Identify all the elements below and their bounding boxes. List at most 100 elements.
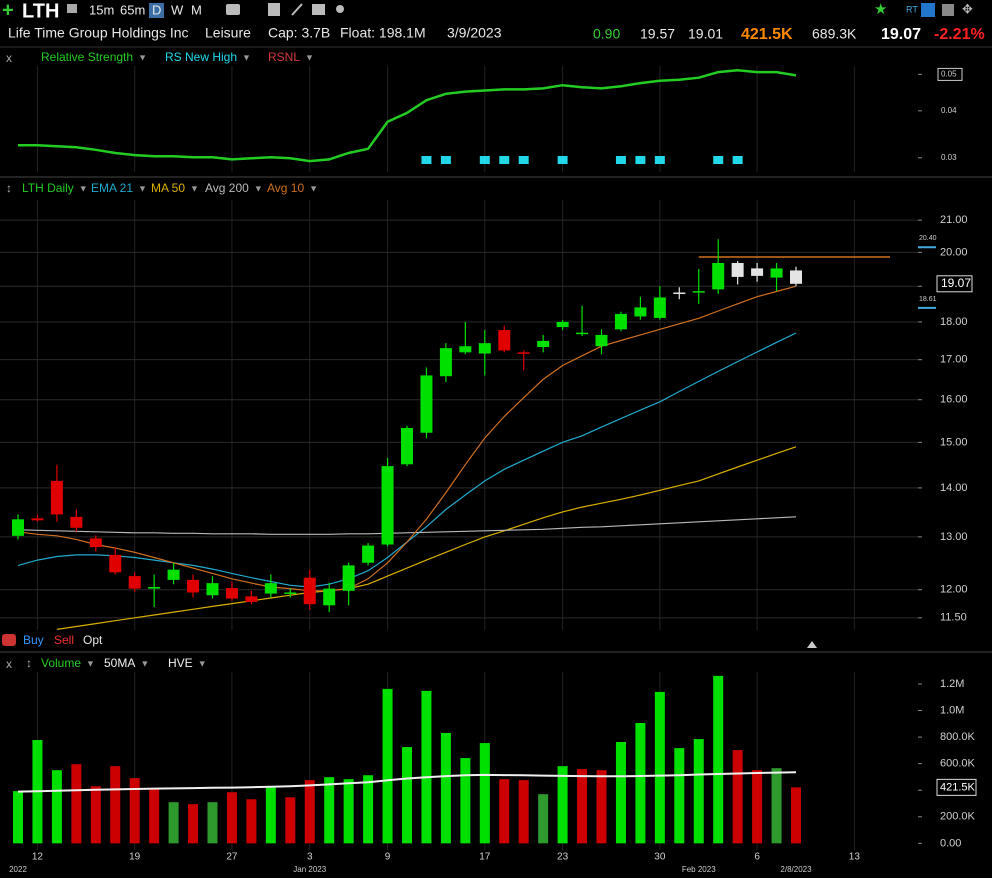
dropdown-arrow: ▼ [79,183,88,193]
legend-entry[interactable]: Relative Strength [41,50,133,64]
rs-new-high [421,156,432,164]
dropdown-arrow: ▼ [309,183,318,193]
low: 19.01 [688,26,723,42]
volume-bar [90,786,101,844]
interval-button[interactable]: M [191,2,202,17]
dropdown-arrow: ▼ [140,658,149,668]
candle-body [303,577,316,605]
volume-bar [304,780,315,844]
volume-bar [615,742,626,844]
price-label: 19.07 [941,276,971,290]
legend-entry[interactable]: LTH Daily [22,181,74,195]
price-note: 18.61 [919,296,937,303]
scroll-arrow[interactable] [807,641,817,648]
symbol[interactable]: LTH [22,0,59,22]
y-tick-label: 0.05 [941,70,957,79]
interval-button[interactable]: W [171,2,184,17]
volume-box [936,778,977,796]
series-line [17,771,797,793]
y-tick-label: 11.50 [940,612,967,624]
candle-body [381,466,394,545]
legend-entry[interactable]: EMA 21 [91,181,133,195]
volume-bar [363,775,374,844]
candle-body [498,330,511,351]
icon[interactable] [226,4,240,15]
interval-button[interactable]: 65m [120,2,145,17]
y-tick-label: 21.00 [940,214,968,226]
x-tick-label: 30 [654,852,666,863]
legend-entry[interactable]: RS New High [165,50,237,64]
legend-entry[interactable]: Volume [41,656,81,670]
rs-new-high [713,156,724,164]
move-handle[interactable]: ↕ [26,656,32,670]
rs-new-high [479,156,490,164]
y-tick-label: 0.04 [941,106,957,115]
move-handle[interactable]: ↕ [6,181,12,195]
candle-body [362,545,375,563]
candle-body [187,579,200,593]
y-tick-label: 14.00 [940,482,968,494]
x-tick-label: 19 [129,852,141,863]
candle-body [517,352,530,354]
add-icon[interactable]: + [2,0,14,21]
candle-body [634,307,647,317]
options-button[interactable]: Opt [83,633,103,647]
x-sub-label: Jan 2023 [293,865,326,874]
rs-new-high [518,156,529,164]
candle-body [459,346,472,353]
legend-entry[interactable]: HVE [168,656,193,670]
volume-bar [246,799,257,844]
sell-button[interactable]: Sell [54,633,74,647]
volume-bar [265,786,276,844]
price-note: 20.40 [919,235,937,242]
y-tick-label: 800.0K [940,731,976,743]
legend-entry[interactable]: Avg 10 [267,181,304,195]
close-button[interactable]: x [6,51,12,65]
x-tick-label: 12 [32,852,44,863]
legend-entry[interactable]: RSNL [268,50,300,64]
candle-body [653,297,666,318]
volume-bar [674,748,685,844]
candle-body [128,576,141,589]
y-tick-label: 18.00 [940,316,968,328]
rt-icon[interactable]: RT [906,4,918,14]
icon[interactable] [921,3,935,17]
buy-button[interactable]: Buy [23,633,44,647]
last-price: 19.07 [881,26,921,43]
volume-bar [791,787,801,844]
volume: 421.5K [741,26,793,43]
icon[interactable] [942,4,954,16]
interval-button[interactable]: D [152,2,161,17]
candle-body [537,340,550,347]
y-tick-label: 600.0K [940,758,976,770]
volume-bar [538,794,549,844]
legend-entry[interactable]: MA 50 [151,181,185,195]
volume-bar [129,778,140,844]
volume-bar [713,675,724,844]
candle-body [712,263,725,290]
legend-entry[interactable]: Avg 200 [205,181,249,195]
volume-bar [343,779,354,844]
icon[interactable] [336,5,344,13]
icon[interactable] [291,3,303,16]
trade-icon[interactable] [2,634,16,646]
icon[interactable] [312,4,325,15]
star-icon[interactable]: ★ [874,1,887,18]
candle-body [245,596,258,602]
candle-body [342,565,355,591]
icon[interactable] [67,4,77,13]
x-tick-label: 3 [307,852,313,863]
icon[interactable] [268,3,280,16]
volume-bar [693,739,704,844]
volume-bar [188,804,199,844]
legend-entry[interactable]: 50MA [104,656,135,670]
candle-body [225,588,238,599]
interval-button[interactable]: 15m [89,2,114,17]
move-icon[interactable]: ✥ [962,1,973,16]
series-line [18,68,797,163]
candle-body [89,538,102,548]
y-tick-label: 0.00 [940,837,961,849]
close-button[interactable]: x [6,657,12,671]
